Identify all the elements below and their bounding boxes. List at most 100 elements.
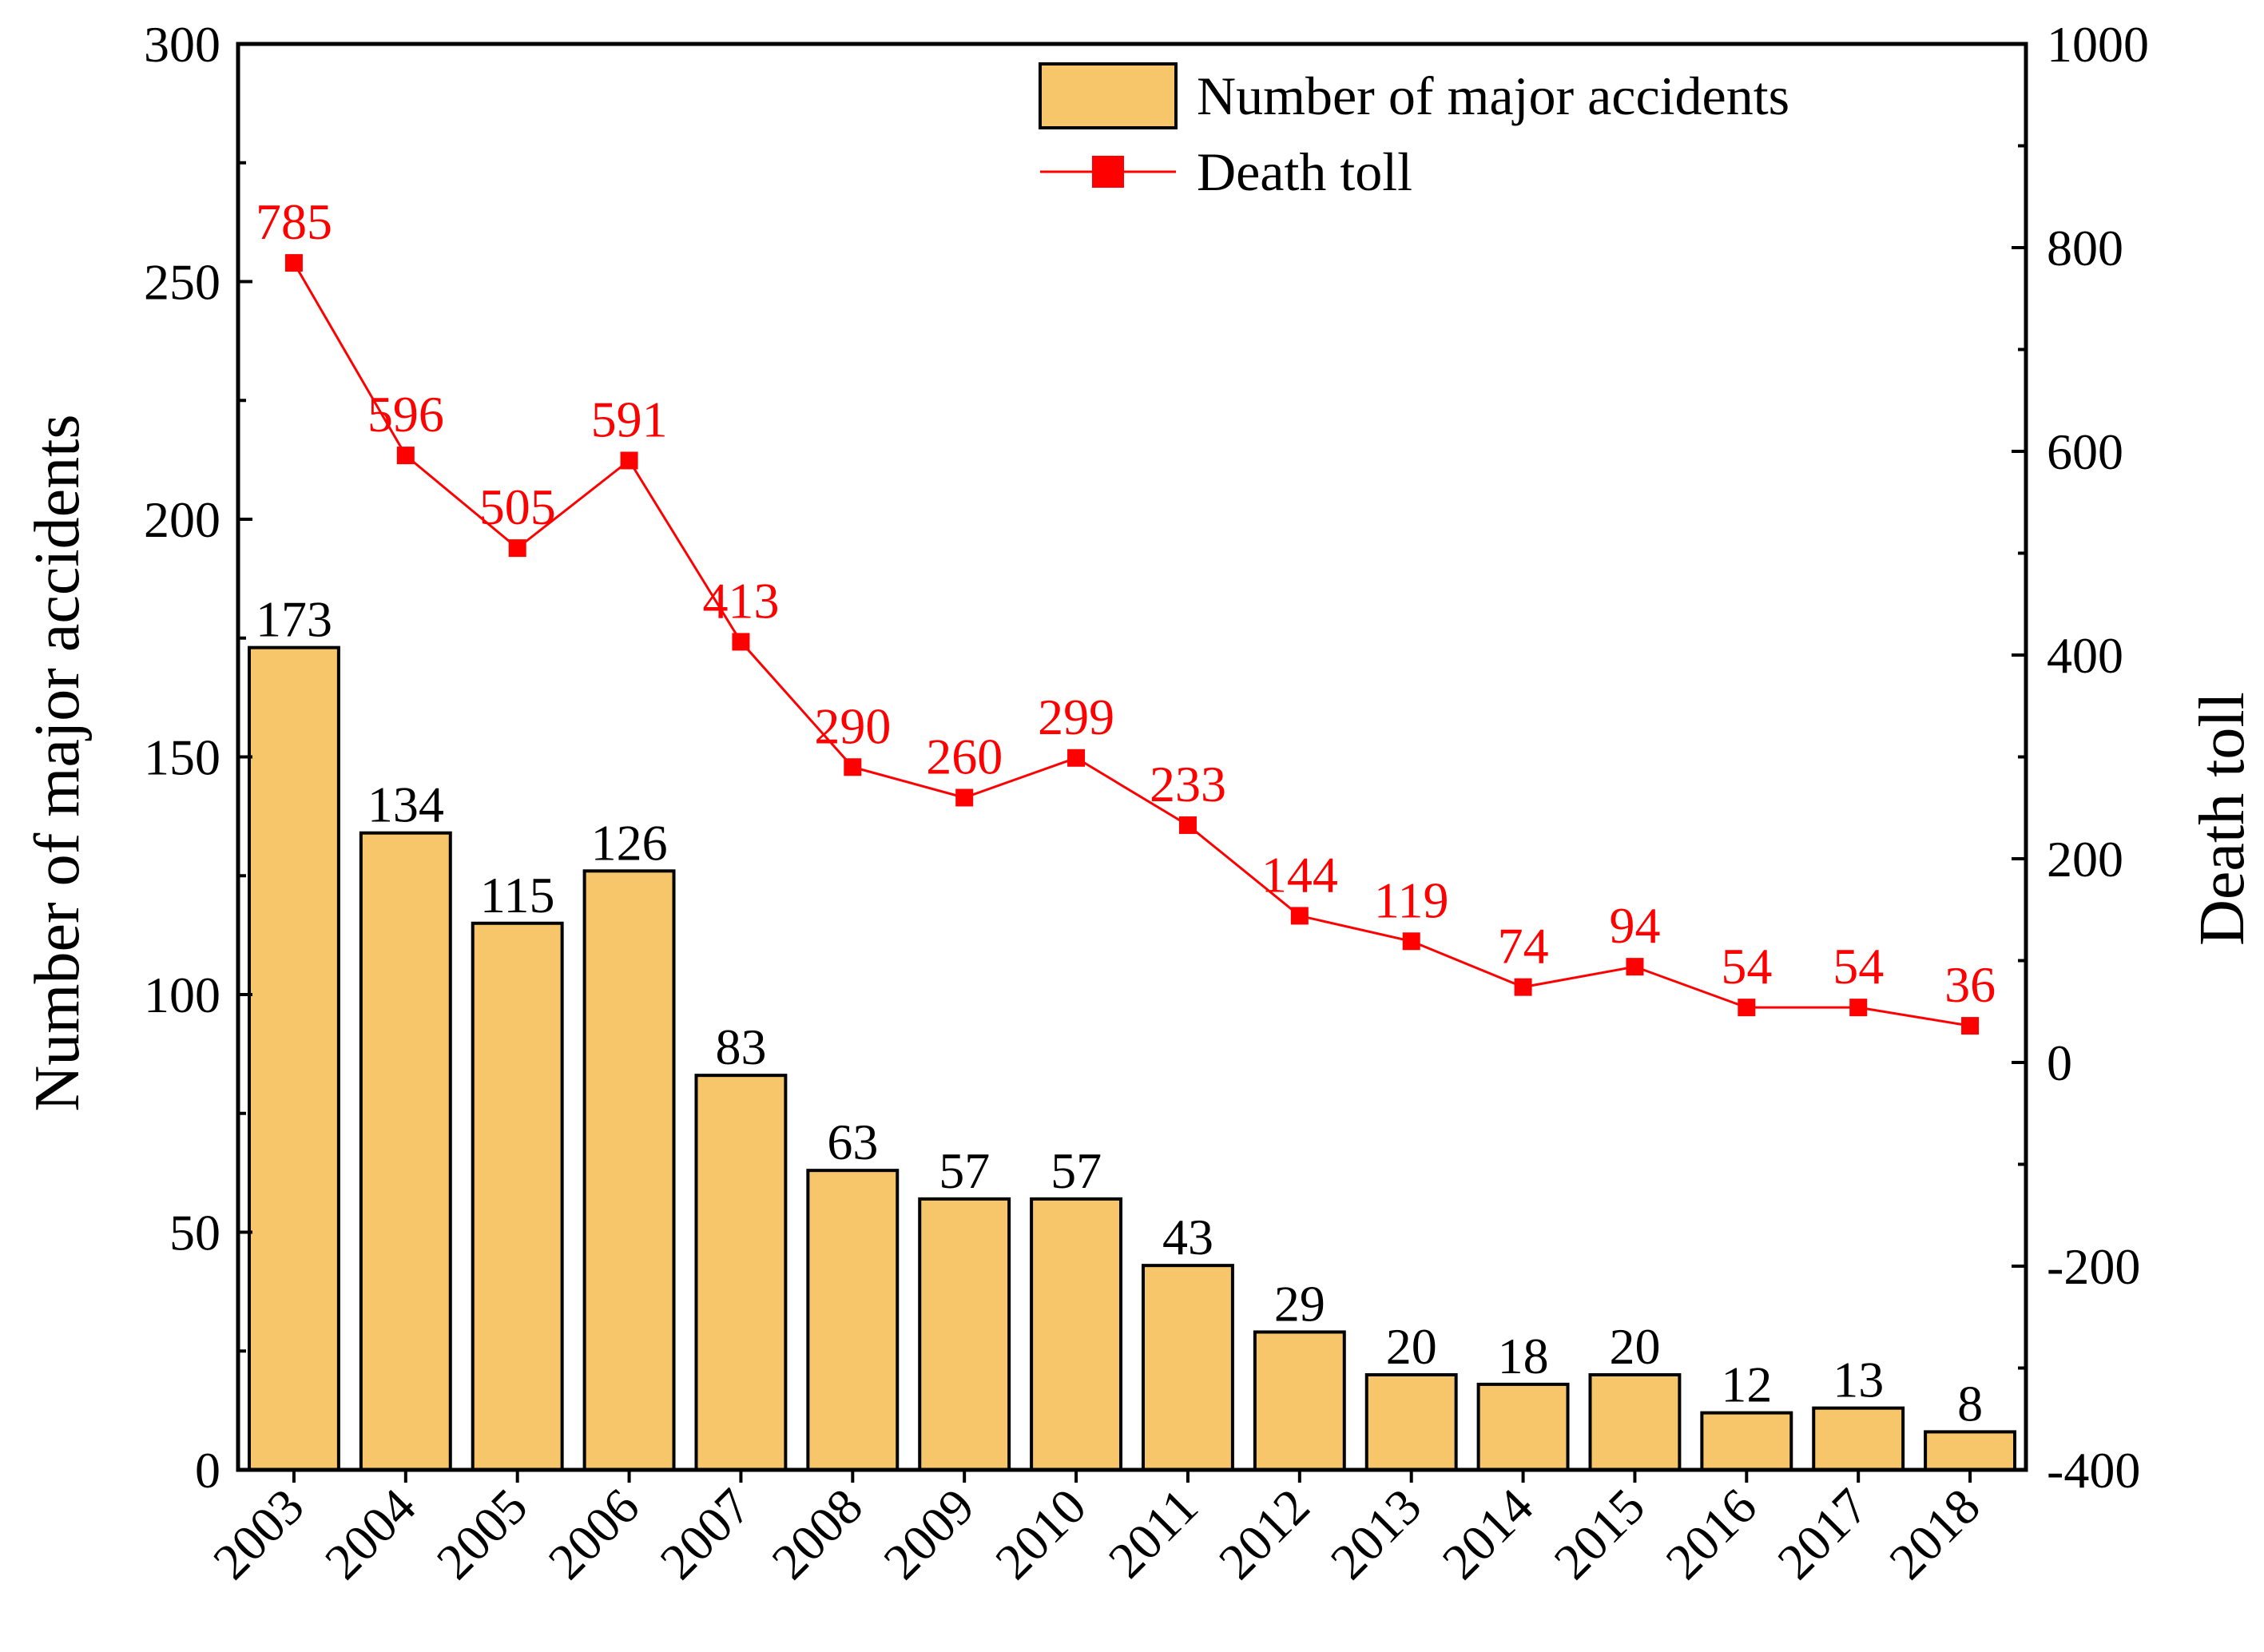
x-tick-label-2016: 2016 xyxy=(1654,1478,1767,1590)
bar-value-label-2012: 29 xyxy=(1274,1275,1325,1332)
death-toll-label-2003: 785 xyxy=(256,193,332,250)
x-tick-label-2004: 2004 xyxy=(314,1478,427,1590)
death-toll-label-2017: 54 xyxy=(1833,938,1884,995)
y-tick-label: 250 xyxy=(144,254,220,311)
death-toll-label-2008: 290 xyxy=(814,697,891,754)
x-tick-label-2014: 2014 xyxy=(1432,1478,1544,1590)
death-toll-marker-2006 xyxy=(620,451,638,470)
y-tick-label: 200 xyxy=(144,491,220,548)
y2-tick-label: -400 xyxy=(2047,1442,2140,1499)
legend-label-bar: Number of major accidents xyxy=(1197,66,1789,126)
bar-2003 xyxy=(247,645,340,1471)
bar-value-label-2018: 8 xyxy=(1957,1375,1983,1432)
death-toll-marker-2010 xyxy=(1067,749,1086,767)
x-tick-label-2018: 2018 xyxy=(1878,1478,1991,1590)
y2-tick-label: 600 xyxy=(2047,423,2123,480)
y2-tick-label: 800 xyxy=(2047,220,2123,276)
y-tick-label: 150 xyxy=(144,729,220,786)
x-tick-label-2017: 2017 xyxy=(1766,1478,1879,1590)
x-tick-label-2005: 2005 xyxy=(426,1478,538,1590)
bar-value-label-2015: 20 xyxy=(1609,1318,1660,1375)
x-tick-label-2011: 2011 xyxy=(1098,1478,1209,1589)
bar-2005 xyxy=(471,921,564,1471)
death-toll-marker-2007 xyxy=(732,633,750,651)
death-toll-label-2012: 144 xyxy=(1261,846,1338,903)
bar-2009 xyxy=(918,1197,1011,1471)
y-tick-label: 0 xyxy=(195,1442,220,1499)
death-toll-marker-2003 xyxy=(284,254,303,272)
y2-tick-label: 200 xyxy=(2047,831,2123,888)
y-tick-label: 300 xyxy=(144,16,220,73)
bar-2016 xyxy=(1700,1411,1793,1471)
x-tick-label-2013: 2013 xyxy=(1320,1478,1432,1590)
bar-value-label-2011: 43 xyxy=(1162,1209,1213,1265)
death-toll-label-2011: 233 xyxy=(1150,756,1226,812)
x-tick-label-2012: 2012 xyxy=(1208,1478,1321,1590)
death-toll-label-2015: 94 xyxy=(1609,897,1660,954)
bar-2017 xyxy=(1812,1406,1905,1472)
bar-2012 xyxy=(1253,1330,1346,1471)
y2-tick-label: 400 xyxy=(2047,627,2123,684)
x-tick-label-2007: 2007 xyxy=(649,1478,762,1590)
death-toll-marker-2011 xyxy=(1178,816,1197,834)
bar-value-label-2005: 115 xyxy=(480,867,555,923)
legend-swatch-bar xyxy=(1039,62,1178,129)
y-axis-title: Number of major accidents xyxy=(22,414,93,1111)
bar-value-label-2003: 173 xyxy=(256,591,332,648)
y2-tick-label: -200 xyxy=(2047,1238,2140,1295)
labels-layer: 173 134 115 126 83 63 57 57 43 29 20 18 20 12 13 8 785 59… xyxy=(256,193,1996,1432)
bar-value-label-2006: 126 xyxy=(591,814,668,871)
death-toll-label-2010: 299 xyxy=(1038,689,1114,745)
bar-2008 xyxy=(806,1169,900,1472)
bar-value-label-2007: 83 xyxy=(715,1019,766,1075)
bar-value-label-2017: 13 xyxy=(1833,1352,1884,1408)
death-toll-marker-2014 xyxy=(1514,978,1532,996)
legend: Number of major accidents Death toll xyxy=(1039,62,1789,202)
x-tick-label-2006: 2006 xyxy=(538,1478,650,1590)
bar-value-label-2004: 134 xyxy=(367,776,444,833)
legend-marker-swatch xyxy=(1092,156,1124,188)
y2-axis-title: Death toll xyxy=(2187,692,2258,946)
death-toll-marker-2017 xyxy=(1849,999,1868,1017)
bar-value-label-2013: 20 xyxy=(1386,1318,1437,1375)
bar-value-label-2016: 12 xyxy=(1721,1356,1772,1413)
death-toll-marker-2012 xyxy=(1290,907,1309,925)
death-toll-marker-2015 xyxy=(1626,958,1644,976)
bar-2010 xyxy=(1030,1197,1123,1471)
line-layer xyxy=(284,254,1980,1035)
death-toll-marker-2013 xyxy=(1402,932,1420,951)
death-toll-label-2014: 74 xyxy=(1498,918,1549,975)
death-toll-marker-2009 xyxy=(955,788,974,807)
death-toll-label-2006: 591 xyxy=(591,391,668,447)
bar-value-label-2009: 57 xyxy=(939,1142,990,1199)
x-tick-label-2008: 2008 xyxy=(761,1478,873,1590)
y2-tick-label: 0 xyxy=(2047,1034,2072,1091)
x-tick-label-2009: 2009 xyxy=(872,1478,985,1590)
death-toll-marker-2004 xyxy=(396,447,415,465)
death-toll-marker-2008 xyxy=(844,758,862,776)
y-tick-label: 100 xyxy=(144,967,220,1023)
x-tick-label-2015: 2015 xyxy=(1543,1478,1656,1590)
bar-2013 xyxy=(1364,1373,1458,1471)
bar-value-label-2010: 57 xyxy=(1051,1142,1102,1199)
death-toll-label-2013: 119 xyxy=(1374,872,1449,928)
death-toll-line xyxy=(292,262,1971,1027)
bar-2006 xyxy=(582,869,676,1472)
death-toll-marker-2018 xyxy=(1961,1017,1980,1035)
bar-value-label-2008: 63 xyxy=(827,1114,878,1170)
death-toll-label-2007: 413 xyxy=(702,572,779,629)
bar-2004 xyxy=(359,831,452,1471)
bars-layer xyxy=(247,645,2017,1472)
legend-label-line: Death toll xyxy=(1197,141,1412,202)
death-toll-marker-2005 xyxy=(508,539,526,558)
bar-2018 xyxy=(1924,1430,2017,1472)
bar-value-label-2014: 18 xyxy=(1498,1328,1549,1384)
x-tick-label-2010: 2010 xyxy=(984,1478,1097,1590)
death-toll-label-2005: 505 xyxy=(479,479,556,535)
bar-2011 xyxy=(1141,1264,1234,1472)
y-tick-label: 50 xyxy=(169,1205,220,1261)
death-toll-label-2004: 596 xyxy=(367,386,444,443)
bar-2007 xyxy=(694,1074,788,1472)
death-toll-marker-2016 xyxy=(1738,999,1756,1017)
